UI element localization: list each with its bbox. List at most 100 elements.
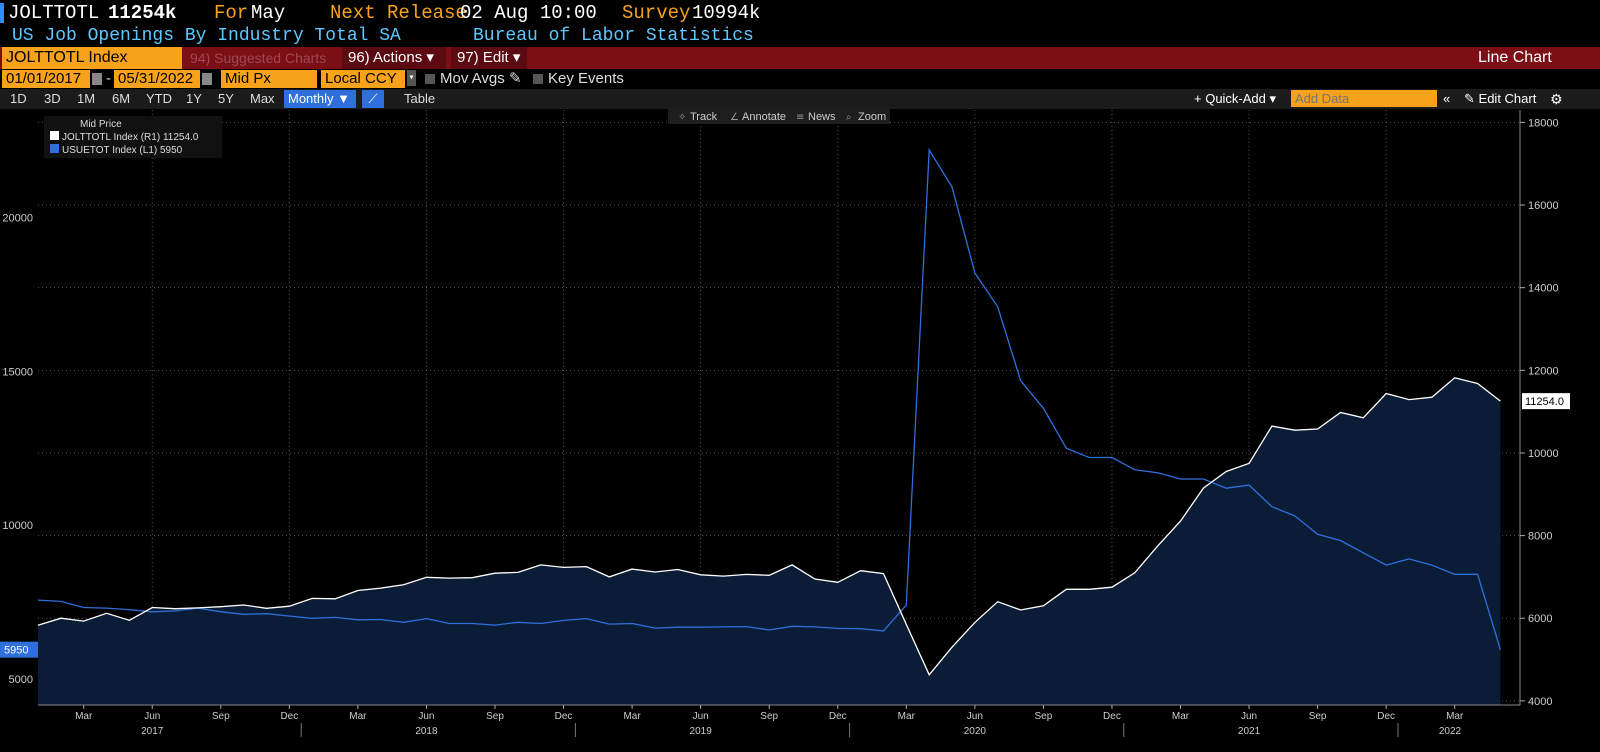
calendar-icon[interactable] [92,73,102,85]
legend-background [44,116,222,158]
edit-chart-button[interactable]: ✎ Edit Chart [1464,90,1536,108]
chart-type-label: Line Chart [1478,49,1552,66]
chart-tools-background [668,108,890,124]
x-axis-month-label: Dec [280,711,298,722]
checkbox-icon[interactable] [533,74,543,85]
right-axis-tick-label: 12000 [1528,365,1559,377]
collapse-icon[interactable]: « [1443,91,1451,106]
line-chart-icon[interactable]: ⟋ [362,90,384,108]
legend-swatch-usuetot [50,144,59,153]
x-axis-month-label: Dec [1377,711,1395,722]
x-axis-month-label: Jun [1241,711,1257,722]
x-axis-month-label: Jun [418,711,434,722]
x-axis-month-label: Mar [1172,711,1190,722]
legend-swatch-jolttotl [50,131,59,140]
price-field-select[interactable]: Mid Px [221,70,317,88]
period-button-1m[interactable]: 1M [77,91,96,106]
right-axis-tick-label: 14000 [1528,283,1559,295]
period-button-5y[interactable]: 5Y [218,91,234,106]
right-axis-tick-label: 10000 [1528,448,1559,460]
x-axis-month-label: Jun [144,711,160,722]
x-axis-month-label: Mar [349,711,367,722]
left-axis-tick-label: 15000 [2,366,33,378]
next-release-value: 02 Aug 10:00 [460,2,597,24]
security-header: JOLTTOTL 11254k For May Next Release 02 … [0,0,1600,26]
header-value: 11254k [108,2,177,24]
annotate-icon: ∠ [730,112,739,123]
pencil-icon[interactable]: ✎ [508,70,522,87]
table-button[interactable]: Table [404,91,436,106]
quick-add-button[interactable]: + Quick-Add ▾ [1194,91,1277,106]
key-events-label: Key Events [548,70,624,87]
next-release-label: Next Release [330,2,467,24]
period-button-1d[interactable]: 1D [10,91,27,106]
mov-avgs-checkbox[interactable]: Mov Avgs ✎ [425,70,522,88]
period-button-3d[interactable]: 3D [44,91,61,106]
security-description: US Job Openings By Industry Total SA [12,26,401,46]
chart-tools: ✧ Track ∠ Annotate ≡ News ⌕ Zoom [668,108,890,124]
x-axis-month-label: Mar [1446,711,1464,722]
security-field[interactable]: JOLTTOTL Index [2,47,182,69]
right-axis-tick-label: 16000 [1528,200,1559,212]
left-axis-tick-label: 10000 [2,520,33,532]
x-axis-month-label: Sep [1309,711,1327,722]
tool-news-button[interactable]: News [808,111,836,123]
period-button-max[interactable]: Max [250,91,275,106]
x-axis-month-label: Mar [75,711,93,722]
survey-label: Survey [622,2,691,24]
suggested-charts-button[interactable]: 94) Suggested Charts [190,50,327,66]
x-axis-month-label: Dec [829,711,847,722]
chart-toolbar: JOLTTOTL Index 94) Suggested Charts 96) … [0,47,1600,69]
period-row: 1D 3D 1M 6M YTD 1Y 5Y Max Monthly ▼ ⟋ Table + Q… [0,89,1600,109]
legend-entry-usuetot: USUETOT Index (L1) 5950 [62,145,183,156]
last-value-badge-usuetot [0,641,38,658]
gear-icon[interactable]: ⚙ [1550,91,1563,107]
checkbox-icon[interactable] [425,74,435,85]
tool-zoom-button[interactable]: Zoom [858,111,886,123]
legend-entry-jolttotl: JOLTTOTL Index (R1) 11254.0 [62,132,199,143]
actions-button[interactable]: 96) Actions ▾ [342,47,446,69]
calendar-icon[interactable] [202,73,212,85]
x-axis-month-label: Sep [212,711,230,722]
x-axis-month-label: Sep [1035,711,1053,722]
x-axis-year-label: 2021 [1238,726,1261,737]
mov-avgs-label: Mov Avgs [440,70,505,87]
tool-annotate-button[interactable]: Annotate [742,111,786,123]
series-line-jolttotl [37,377,1501,677]
x-axis-month-label: Mar [623,711,641,722]
period-button-1y[interactable]: 1Y [186,91,202,106]
x-axis-year-label: 2018 [415,726,438,737]
chevron-down-icon[interactable]: ▾ [407,70,416,86]
left-axis-tick-label: 20000 [2,213,33,225]
ticker: JOLTTOTL [8,2,100,24]
edit-button[interactable]: 97) Edit ▾ [451,47,527,69]
period-button-6m[interactable]: 6M [112,91,131,106]
survey-value: 10994k [692,2,761,24]
chart-legend: Mid Price JOLTTOTL Index (R1) 11254.0 USUE… [44,116,222,158]
zoom-icon: ⌕ [846,112,852,123]
add-data-input[interactable] [1291,90,1437,107]
key-events-checkbox[interactable]: Key Events [533,70,624,88]
security-description-row: US Job Openings By Industry Total SA Bur… [0,26,1600,48]
x-axis-month-label: Dec [1103,711,1121,722]
left-axis-tick-label: 5000 [9,674,33,686]
track-icon: ✧ [678,112,686,123]
series-area-fill [38,377,1501,705]
x-axis-month-label: Jun [693,711,709,722]
frequency-select[interactable]: Monthly ▼ [284,90,356,108]
legend-title: Mid Price [80,119,122,130]
tool-track-button[interactable]: Track [690,111,718,123]
date-separator: - [106,70,111,87]
x-axis-month-label: Mar [898,711,916,722]
x-axis-year-label: 2017 [141,726,164,737]
currency-select[interactable]: Local CCY [321,70,405,88]
end-date-field[interactable]: 05/31/2022 [114,70,200,88]
period-button-ytd[interactable]: YTD [146,91,172,106]
right-axis-tick-label: 8000 [1528,531,1552,543]
header-marker [0,3,4,23]
start-date-field[interactable]: 01/01/2017 [2,70,90,88]
data-source: Bureau of Labor Statistics [473,26,754,46]
last-value-badge-jolttotl [1522,393,1570,410]
options-row: 01/01/2017 - 05/31/2022 Mid Px Local CCY… [0,69,1600,89]
